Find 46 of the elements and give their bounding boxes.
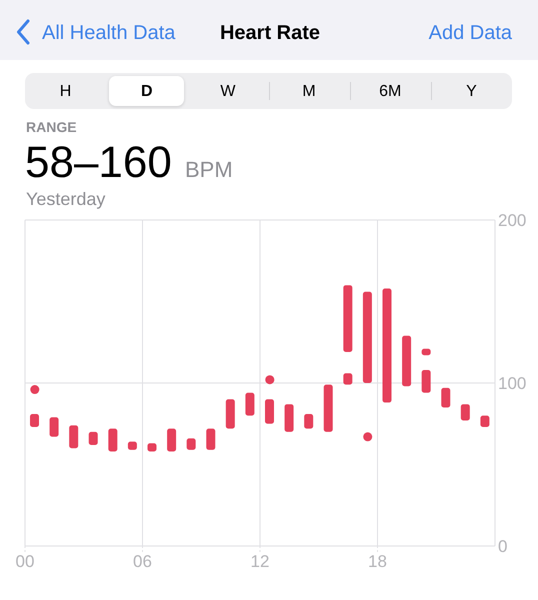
text: D [140, 83, 153, 100]
bar [30, 414, 39, 428]
point [30, 385, 40, 394]
x-tick-label: 06 [133, 552, 152, 572]
chart-title: Heart Rate [220, 22, 320, 44]
text: BPM [185, 157, 233, 182]
bar [226, 399, 235, 429]
bar [108, 428, 118, 452]
point [363, 432, 372, 442]
bar [206, 428, 216, 450]
bar [441, 388, 450, 408]
bar [480, 416, 490, 428]
bar [186, 438, 196, 450]
bar [304, 414, 314, 429]
x-tick-label: 12 [250, 552, 270, 572]
bar [88, 432, 98, 445]
bar [167, 428, 176, 452]
x-tick-label: 00 [16, 552, 34, 572]
text: Add Data [428, 22, 512, 44]
text: W [220, 83, 236, 100]
text: Y [466, 83, 477, 100]
text: M [302, 83, 316, 100]
bar [284, 404, 294, 432]
bar [422, 370, 431, 393]
text: RANGE [26, 119, 77, 135]
text: Yesterday [26, 189, 106, 209]
bar [69, 425, 78, 448]
text: 6M [379, 83, 402, 100]
y-tick-label: 0 [498, 537, 508, 556]
bar [265, 399, 274, 424]
bar [245, 392, 254, 416]
bar [460, 404, 470, 420]
bar [343, 373, 352, 385]
bar [324, 384, 333, 432]
text: All Health Data [42, 22, 176, 44]
y-tick-label: 200 [498, 211, 526, 230]
bar [50, 417, 59, 437]
bar [343, 285, 352, 352]
x-tick-label: 18 [368, 552, 387, 572]
y-tick-label: 100 [498, 374, 526, 394]
bar [362, 292, 372, 383]
text: 58–160 [25, 138, 172, 187]
bar [402, 336, 412, 386]
point [265, 375, 274, 384]
text: H [60, 83, 72, 100]
bar [382, 288, 392, 403]
